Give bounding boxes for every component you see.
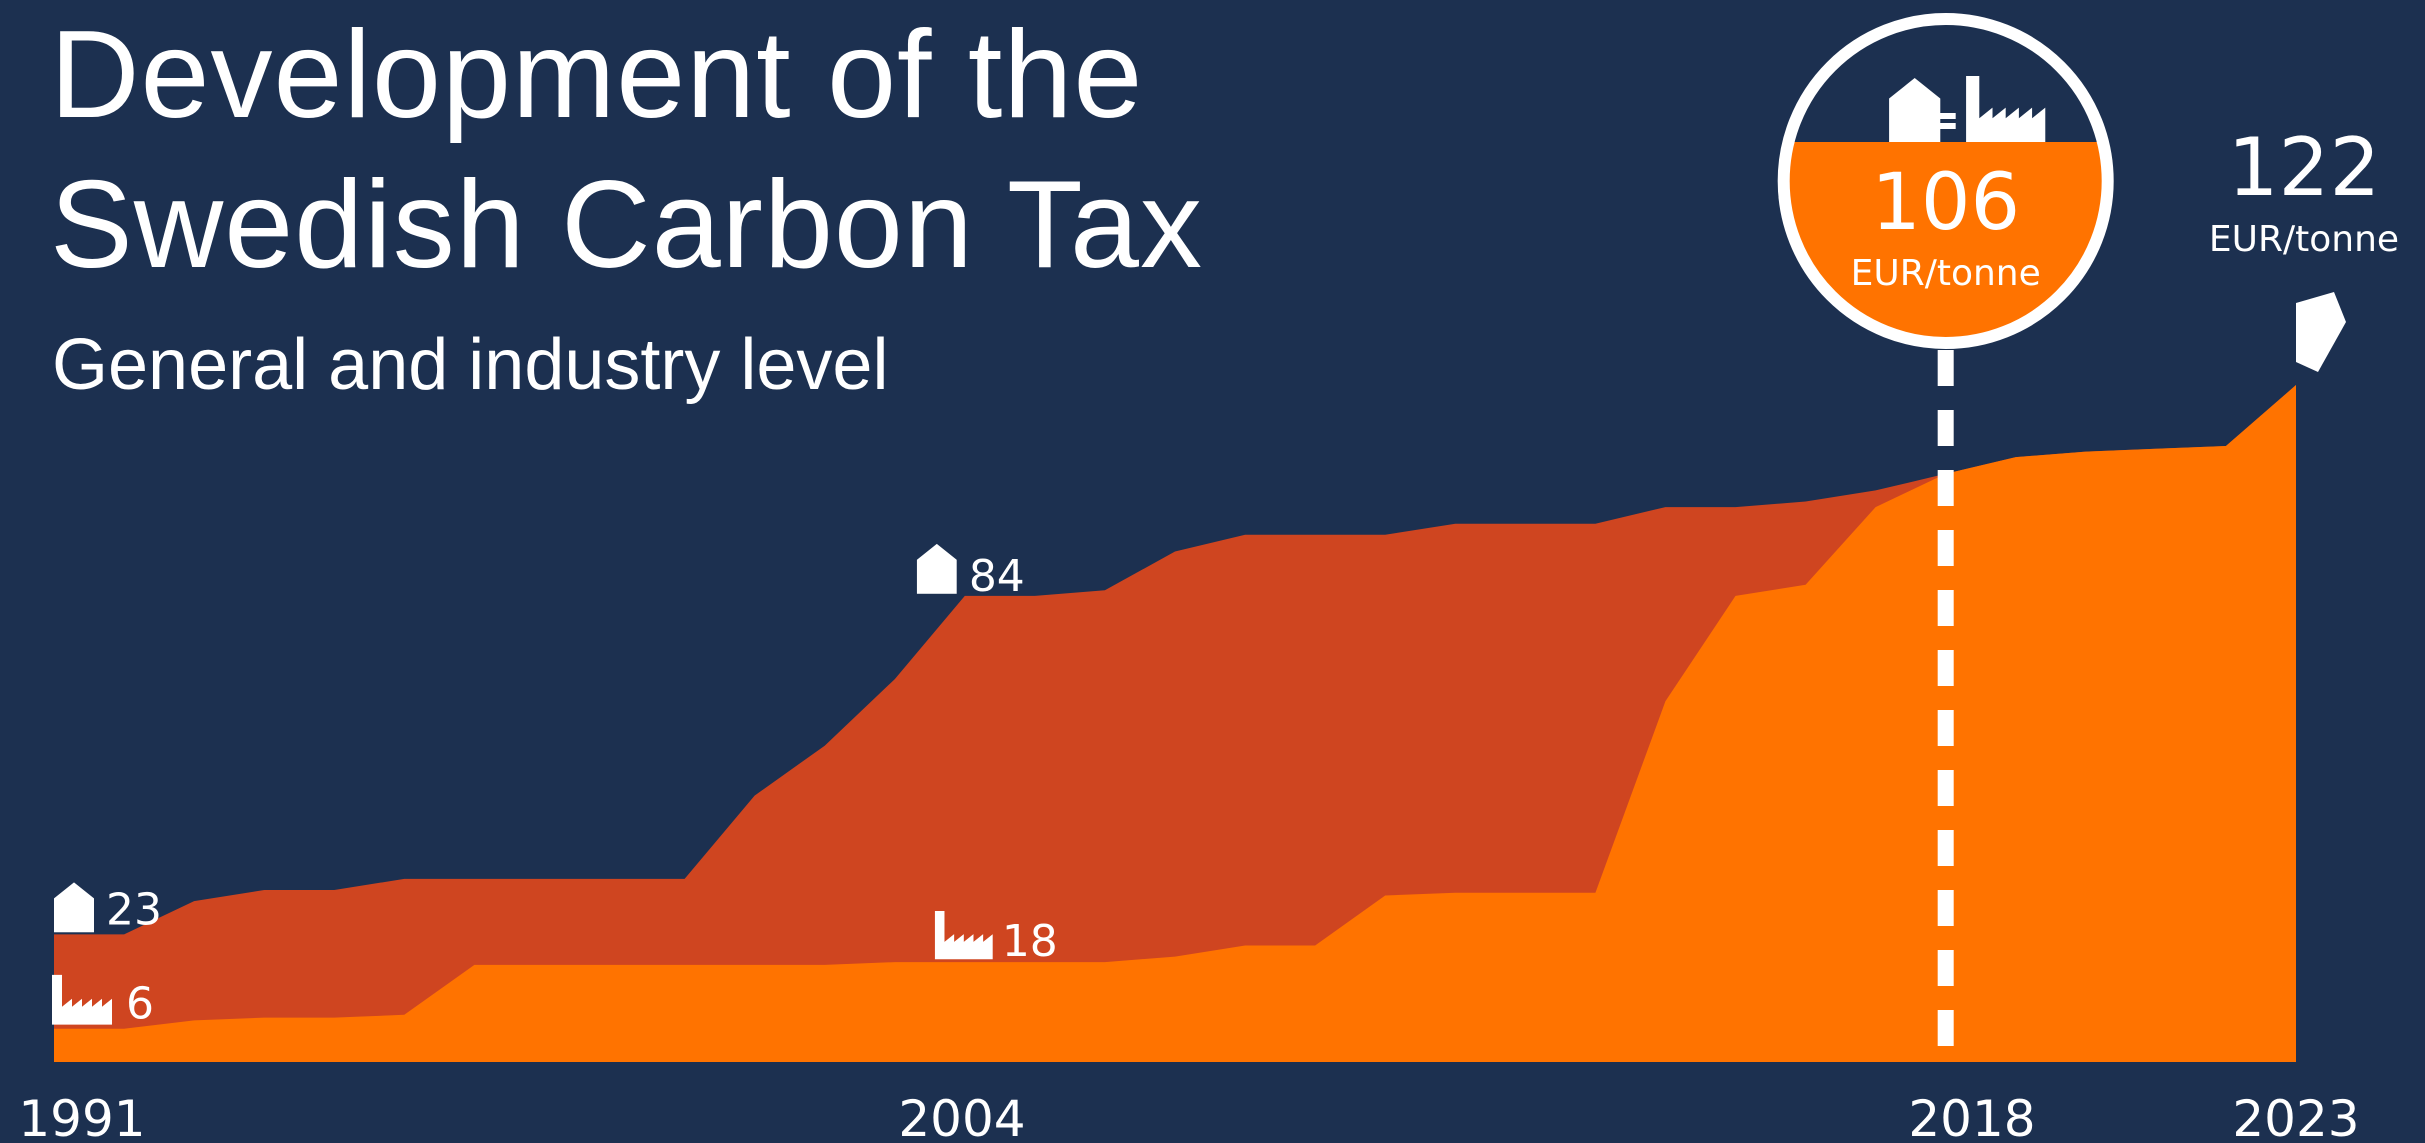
area-industry [54, 385, 2296, 1062]
label-industry-1991: 6 [126, 979, 154, 1030]
label-general-1991: 23 [106, 884, 162, 935]
label-unit-2023: EUR/tonne [2209, 219, 2399, 260]
equals-sign [1933, 123, 1956, 129]
x-tick-label-2018: 2018 [1908, 1090, 2035, 1143]
house-icon [916, 543, 957, 594]
x-tick-label-2023: 2023 [2232, 1090, 2359, 1143]
label-general-2004: 84 [969, 551, 1025, 602]
annotation-layer: 23 6 84 18 106 EUR/tonne 122 EUR/tonne [52, 13, 2399, 1062]
house-icon [54, 882, 94, 933]
title-line-2: Swedish Carbon Tax [50, 156, 1204, 294]
title-line-1: Development of the [50, 6, 1144, 144]
area-layer [54, 385, 2296, 1062]
x-axis: 1991 2004 2018 2023 [18, 1090, 2359, 1143]
chart-title: Development of the Swedish Carbon Tax [50, 0, 1203, 300]
callout-value-2018: 106 [1871, 158, 2020, 248]
label-industry-2004: 18 [1002, 916, 1058, 967]
x-tick-label-2004: 2004 [898, 1090, 1025, 1143]
callout-circle-ring [1777, 13, 2114, 349]
callout-unit-2018: EUR/tonne [1851, 253, 2041, 294]
chart-subtitle: General and industry level [52, 325, 889, 405]
flag-icon [2296, 292, 2346, 372]
equals-sign [1933, 113, 1956, 119]
label-value-2023: 122 [2228, 121, 2381, 214]
x-tick-label-1991: 1991 [18, 1090, 145, 1143]
